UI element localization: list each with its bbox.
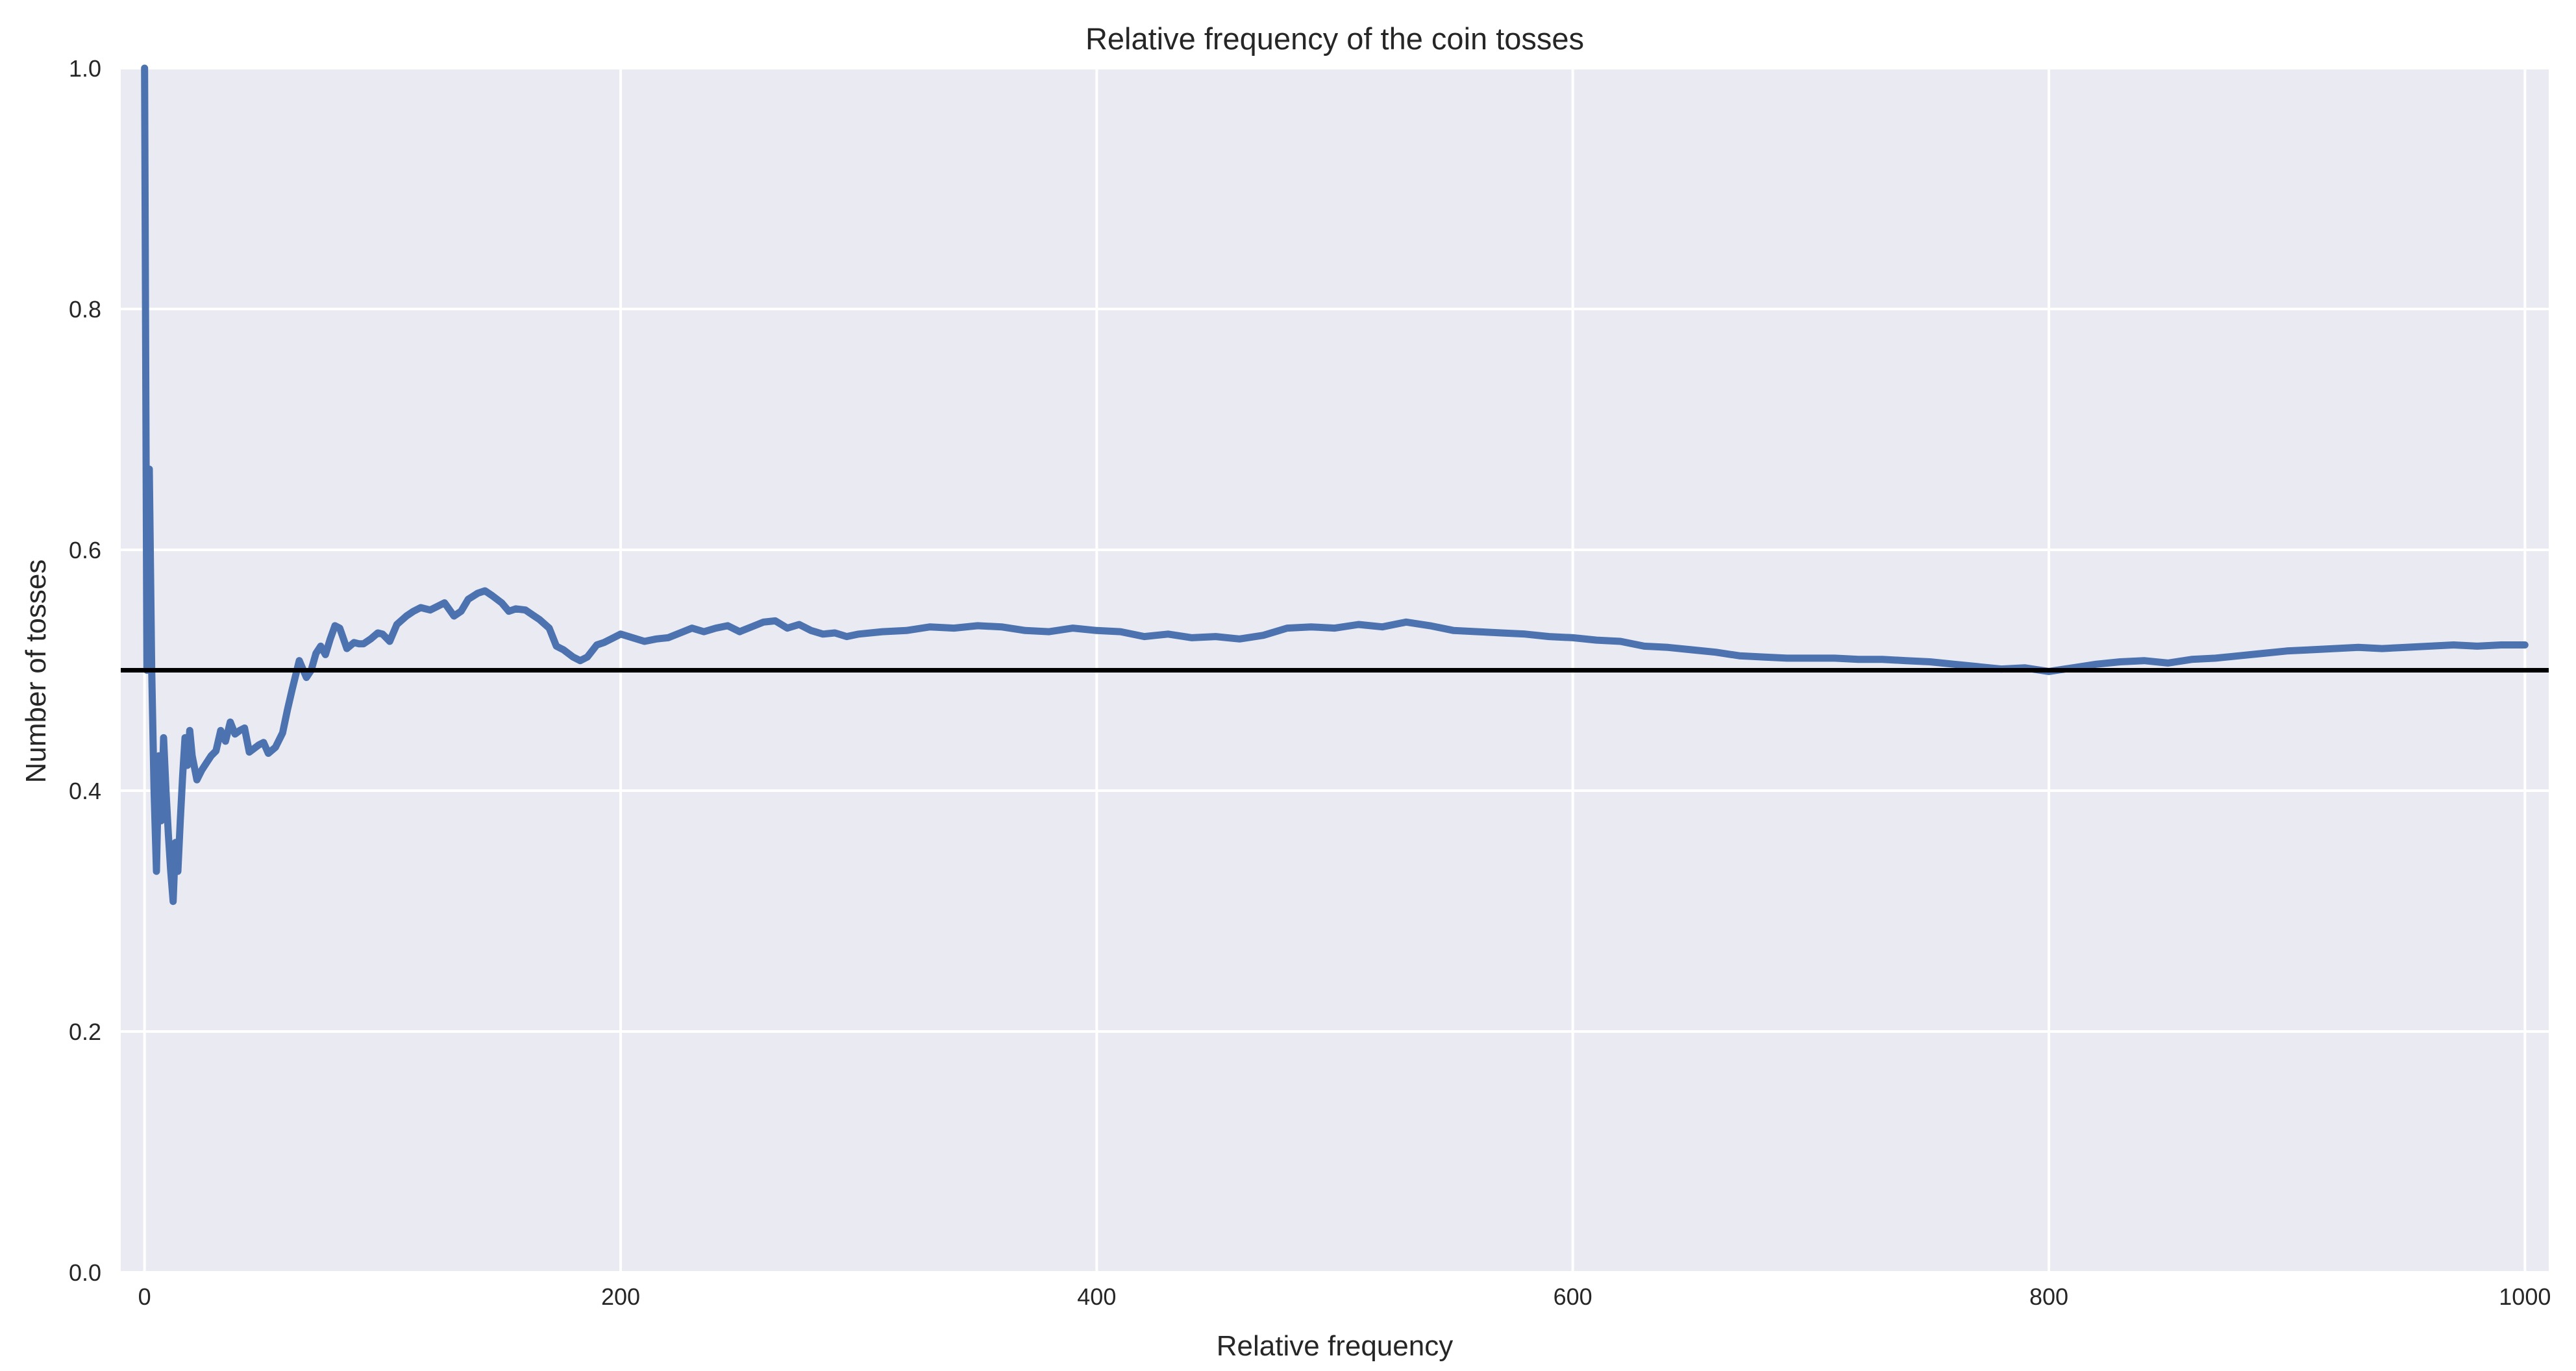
x-tick-label: 200 [601, 1283, 640, 1310]
y-tick-label: 0.8 [69, 296, 101, 323]
series-line [141, 64, 2529, 906]
y-axis-ticks: 0.0 0.2 0.4 0.6 0.8 1.0 [69, 55, 101, 1286]
chart-title: Relative frequency of the coin tosses [1085, 21, 1584, 56]
x-tick-label: 0 [138, 1283, 151, 1310]
y-axis-label: Number of tosses [20, 560, 52, 784]
y-tick-label: 1.0 [69, 55, 101, 82]
x-axis-ticks: 0 200 400 600 800 1000 [138, 1283, 2551, 1310]
x-axis-label: Relative frequency [1217, 1330, 1453, 1362]
y-tick-label: 0.4 [69, 778, 101, 804]
series-layer [141, 64, 2529, 906]
y-tick-label: 0.2 [69, 1019, 101, 1045]
x-tick-label: 800 [2029, 1283, 2068, 1310]
y-tick-label: 0.0 [69, 1259, 101, 1286]
y-tick-label: 0.6 [69, 537, 101, 563]
x-tick-label: 400 [1077, 1283, 1116, 1310]
x-tick-label: 600 [1554, 1283, 1592, 1310]
x-tick-label: 1000 [2499, 1283, 2551, 1310]
